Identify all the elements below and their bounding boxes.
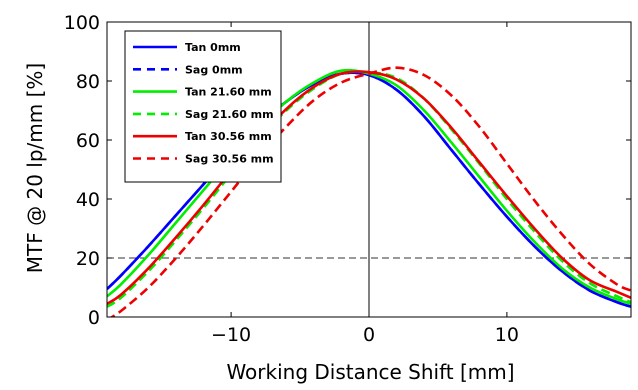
x-tick-label: −10 [211, 324, 251, 346]
legend: Tan 0mm Sag 0mm Tan 21.60 mm Sag 21.60 mm Ta… [124, 30, 282, 183]
y-tick-label: 100 [64, 12, 100, 34]
y-tick-label: 60 [76, 130, 100, 152]
legend-box [124, 30, 282, 183]
legend-label: Tan 0mm [185, 41, 241, 54]
y-tick-label: 40 [76, 189, 100, 211]
legend-label: Sag 30.56 mm [185, 153, 274, 166]
y-tick-label: 20 [76, 248, 100, 270]
x-tick-label: 0 [363, 324, 375, 346]
legend-label: Sag 21.60 mm [185, 108, 274, 121]
series-line-sag-30-56-mm [109, 66, 631, 317]
y-tick-label: 0 [88, 307, 100, 329]
plot-area [107, 22, 631, 317]
y-tick-label: 80 [76, 71, 100, 93]
y-axis-title: MTF @ 20 lp/mm [%] [23, 63, 47, 273]
series-line-sag-0mm [107, 71, 631, 308]
x-tick-label: 10 [495, 324, 519, 346]
legend-label: Sag 0mm [185, 63, 243, 76]
series-line-tan-30-56-mm [107, 70, 631, 305]
legend-label: Tan 21.60 mm [185, 86, 272, 99]
x-axis-title: Working Distance Shift [mm] [226, 360, 514, 384]
legend-label: Tan 30.56 mm [185, 130, 272, 143]
